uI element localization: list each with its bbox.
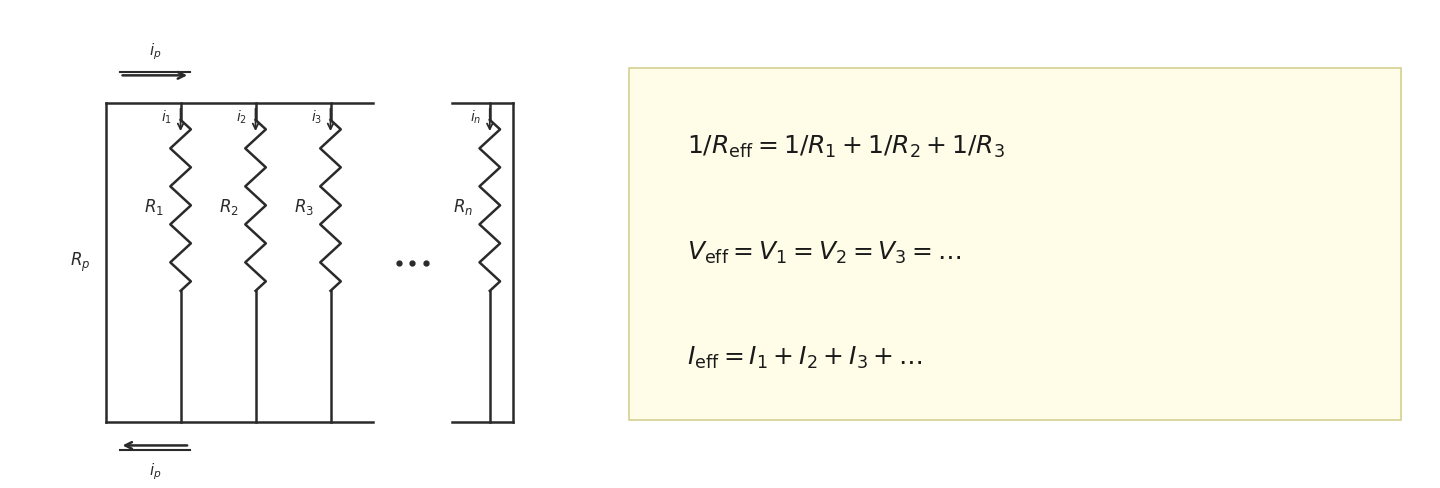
FancyBboxPatch shape [629,68,1401,420]
Text: $R_2$: $R_2$ [219,197,239,217]
Text: $i_p$: $i_p$ [148,41,161,62]
Text: $1/R_\mathrm{eff} = 1/R_1 + 1/R_2 + 1/R_3$: $1/R_\mathrm{eff} = 1/R_1 + 1/R_2 + 1/R_… [687,134,1005,161]
Text: $V_\mathrm{eff} = V_1 = V_2 = V_3 = \ldots$: $V_\mathrm{eff} = V_1 = V_2 = V_3 = \ldo… [687,240,962,266]
Text: $i_1$: $i_1$ [161,108,173,125]
Text: $R_3$: $R_3$ [294,197,314,217]
Text: $i_2$: $i_2$ [236,108,248,125]
Text: $R_1$: $R_1$ [144,197,164,217]
Text: $I_\mathrm{eff} = I_1 + I_2 + I_3 + \ldots$: $I_\mathrm{eff} = I_1 + I_2 + I_3 + \ldo… [687,345,923,371]
Text: $R_n$: $R_n$ [454,197,474,217]
Text: $i_n$: $i_n$ [469,108,481,125]
Text: $R_p$: $R_p$ [69,251,91,274]
Text: $i_3$: $i_3$ [311,108,323,125]
Text: $i_p$: $i_p$ [148,462,161,483]
